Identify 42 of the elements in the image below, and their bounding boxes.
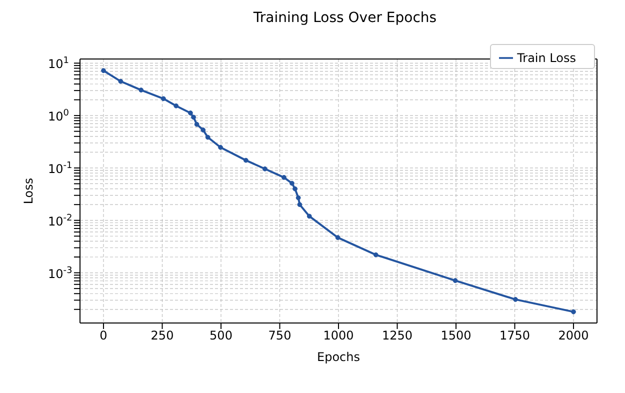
point (292, 186, 298, 192)
point (290, 180, 294, 186)
point (297, 202, 302, 208)
legend-label: Train Loss (517, 51, 576, 65)
point (243, 158, 248, 163)
point (452, 278, 458, 284)
point (191, 114, 196, 120)
y-tick-label: 10$^{-2}$ (48, 213, 72, 228)
point (296, 195, 301, 200)
x-tick-label: 500 (210, 328, 232, 343)
point (188, 110, 193, 116)
x-tick-label: 1750 (499, 328, 530, 343)
x-tick-label: 750 (268, 328, 292, 343)
point (262, 166, 268, 172)
y-axis-title: Loss (21, 178, 36, 204)
point (138, 88, 144, 92)
point (513, 296, 518, 302)
x-tick-label: 1500 (440, 328, 472, 343)
point (306, 214, 312, 219)
x-tick-label: 2000 (558, 328, 589, 343)
x-axis-title: Epochs (317, 350, 360, 364)
point (218, 144, 223, 150)
point (571, 309, 576, 314)
point (373, 252, 378, 258)
point (335, 235, 340, 240)
point (282, 174, 286, 180)
chart-title: Training Loss Over Epochs (252, 10, 438, 26)
point (101, 68, 106, 74)
x-tick-label: 250 (150, 328, 174, 343)
x-tick-label: 1250 (382, 328, 413, 343)
y-tick-label: 10$^{-3}$ (48, 266, 72, 281)
y-tick-label: 10$^{0}$ (48, 108, 70, 124)
y-tick-label: 10$^{1}$ (48, 56, 70, 72)
point (160, 96, 166, 102)
y-tick-label: 10$^{-1}$ (48, 160, 72, 176)
point (200, 128, 206, 132)
point (194, 122, 200, 127)
x-tick-label: 0 (100, 328, 108, 343)
x-tick-label: 1000 (323, 328, 354, 343)
point (174, 103, 179, 108)
point (205, 134, 210, 140)
point (118, 78, 124, 84)
